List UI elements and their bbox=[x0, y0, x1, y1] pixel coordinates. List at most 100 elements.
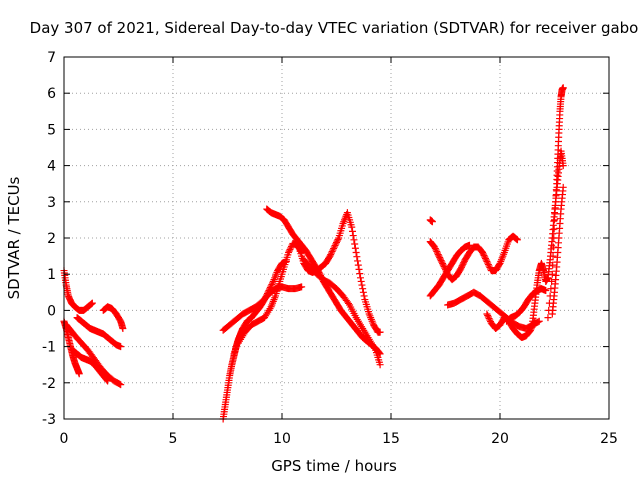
data-point bbox=[495, 261, 503, 269]
data-point bbox=[352, 248, 360, 256]
data-point bbox=[552, 198, 560, 206]
series-arc-4 bbox=[73, 314, 125, 351]
y-tick-label: 7 bbox=[47, 50, 56, 66]
data-point bbox=[354, 257, 362, 265]
series-arc-13 bbox=[300, 256, 384, 369]
data-point bbox=[482, 256, 490, 264]
data-point bbox=[353, 253, 361, 261]
data-point bbox=[481, 253, 489, 261]
data-point bbox=[433, 248, 441, 256]
data-point bbox=[431, 243, 439, 251]
data-point bbox=[551, 204, 559, 212]
chart-title: Day 307 of 2021, Sidereal Day-to-day VTE… bbox=[30, 19, 639, 37]
data-point bbox=[262, 293, 270, 301]
data-point bbox=[530, 319, 538, 327]
data-point bbox=[348, 223, 356, 231]
data-point bbox=[548, 277, 556, 285]
data-point bbox=[269, 279, 277, 287]
data-point bbox=[484, 312, 492, 320]
data-point bbox=[88, 300, 96, 308]
data-point bbox=[354, 261, 362, 269]
data-point bbox=[527, 325, 535, 333]
data-point bbox=[268, 280, 276, 288]
y-axis-label: SDTVAR / TECUs bbox=[5, 176, 23, 299]
data-point bbox=[436, 254, 444, 262]
data-point bbox=[549, 243, 557, 251]
data-point bbox=[267, 282, 275, 290]
data-point bbox=[550, 225, 558, 233]
data-point bbox=[547, 285, 555, 293]
data-point bbox=[348, 227, 356, 235]
data-point bbox=[327, 249, 335, 257]
series-arc-22 bbox=[548, 183, 567, 318]
axis-ticks: 0 5 10 15 20 25 -3 -2 -1 0 1 2 3 4 5 6 7 bbox=[42, 50, 618, 447]
data-point bbox=[329, 246, 337, 254]
data-point bbox=[104, 377, 112, 385]
x-tick-label: 5 bbox=[169, 431, 178, 447]
data-point bbox=[457, 265, 465, 273]
data-point bbox=[458, 262, 466, 270]
data-point bbox=[432, 246, 440, 254]
data-point bbox=[437, 257, 445, 265]
data-point bbox=[549, 252, 557, 260]
data-point bbox=[117, 343, 125, 351]
y-tick-label: 1 bbox=[47, 267, 56, 283]
series-arc-6 bbox=[99, 303, 127, 332]
y-tick-label: -1 bbox=[42, 340, 56, 356]
data-point bbox=[357, 277, 365, 285]
data-point bbox=[485, 262, 493, 270]
data-point bbox=[298, 283, 306, 291]
y-tick-label: 0 bbox=[47, 303, 56, 319]
data-point bbox=[542, 286, 550, 294]
data-point bbox=[460, 259, 468, 267]
data-point bbox=[360, 292, 368, 300]
data-point bbox=[356, 270, 364, 278]
data-point bbox=[358, 281, 366, 289]
data-point bbox=[485, 315, 493, 323]
data-point bbox=[331, 242, 339, 250]
data-point bbox=[261, 294, 269, 302]
data-point bbox=[428, 218, 436, 226]
data-point bbox=[483, 258, 491, 266]
data-point bbox=[285, 248, 293, 256]
data-point bbox=[263, 291, 271, 299]
data-point bbox=[265, 286, 273, 294]
data-point bbox=[349, 232, 357, 240]
series-arc-17 bbox=[444, 288, 543, 332]
data-point bbox=[285, 247, 293, 255]
data-point bbox=[351, 240, 359, 248]
data-point bbox=[559, 162, 567, 170]
data-point bbox=[486, 316, 494, 324]
data-point bbox=[479, 248, 487, 256]
data-point bbox=[359, 288, 367, 296]
data-point bbox=[334, 236, 342, 244]
data-point bbox=[513, 235, 521, 243]
data-point bbox=[434, 251, 442, 259]
data-point bbox=[264, 288, 272, 296]
data-point bbox=[457, 263, 465, 271]
x-tick-label: 15 bbox=[382, 431, 400, 447]
data-point bbox=[559, 183, 567, 191]
data-point bbox=[286, 245, 294, 253]
data-point bbox=[266, 283, 274, 291]
data-point bbox=[350, 236, 358, 244]
data-point bbox=[355, 265, 363, 273]
data-point bbox=[287, 244, 295, 252]
data-point bbox=[263, 290, 271, 298]
y-tick-label: 2 bbox=[47, 231, 56, 247]
data-point bbox=[333, 237, 341, 245]
data-point bbox=[117, 381, 125, 389]
data-point bbox=[465, 241, 473, 249]
data-point bbox=[330, 245, 338, 253]
data-point bbox=[261, 296, 269, 304]
data-point bbox=[551, 216, 558, 224]
data-point bbox=[327, 251, 335, 259]
data-point bbox=[552, 186, 560, 194]
data-point bbox=[549, 261, 557, 269]
series-arc-15 bbox=[426, 232, 521, 284]
data-point bbox=[483, 310, 491, 318]
data-point bbox=[484, 313, 492, 321]
y-tick-label: -2 bbox=[42, 376, 56, 392]
data-points bbox=[60, 84, 567, 423]
